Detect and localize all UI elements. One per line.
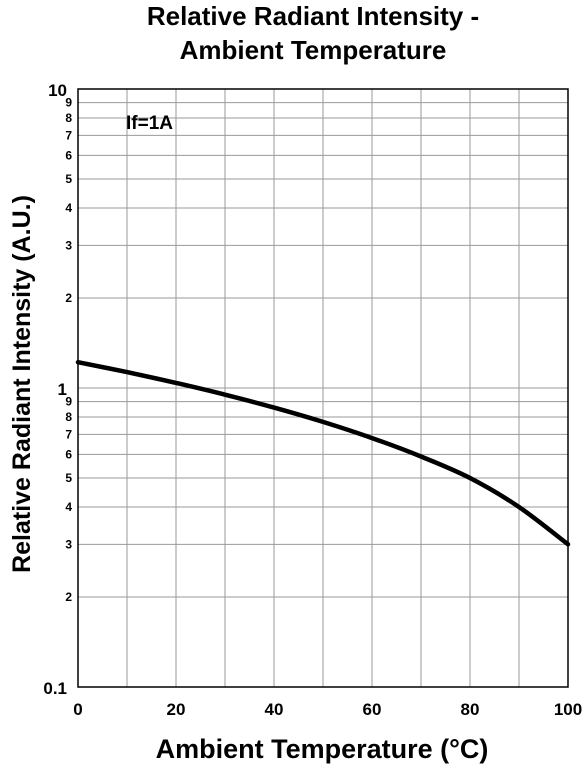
y-tick-label: 4: [65, 201, 72, 215]
x-tick-label: 40: [265, 700, 284, 719]
y-tick-label: 7: [65, 427, 72, 441]
y-tick-label: 0.1: [43, 679, 67, 698]
y-tick-label: 3: [65, 537, 72, 551]
y-tick-label: 5: [65, 172, 72, 186]
y-tick-label: 5: [65, 471, 72, 485]
y-tick-label: 1: [58, 380, 67, 399]
chart-title-line-2: Ambient Temperature: [180, 35, 447, 65]
x-tick-label: 100: [554, 700, 582, 719]
x-tick-label: 60: [363, 700, 382, 719]
plot-frame: [77, 88, 569, 688]
y-tick-label: 7: [65, 128, 72, 142]
y-tick-label: 8: [65, 410, 72, 424]
y-tick-label: 3: [65, 238, 72, 252]
y-tick-label: 8: [65, 111, 72, 125]
chart-title-line-1: Relative Radiant Intensity -: [147, 1, 479, 31]
y-tick-label: 6: [65, 447, 72, 461]
y-tick-label: 2: [65, 590, 72, 604]
annotation-if: If=1A: [126, 113, 173, 134]
y-tick-label: 4: [65, 500, 72, 514]
y-tick-label: 9: [65, 96, 72, 110]
x-axis-label: Ambient Temperature (°C): [156, 734, 489, 764]
y-tick-label: 9: [65, 395, 72, 409]
y-tick-label: 10: [48, 81, 67, 100]
grid: [78, 88, 568, 688]
x-tick-label: 0: [73, 700, 82, 719]
series-line: [75, 359, 571, 547]
y-tick-label: 6: [65, 148, 72, 162]
y-axis-label: Relative Radiant Intensity (A.U.): [8, 195, 36, 573]
series: [75, 359, 571, 547]
x-tick-label: 80: [461, 700, 480, 719]
x-tick-labels: 0 20 40 60 80 100: [73, 700, 582, 719]
y-tick-label: 2: [65, 291, 72, 305]
x-tick-label: 20: [167, 700, 186, 719]
